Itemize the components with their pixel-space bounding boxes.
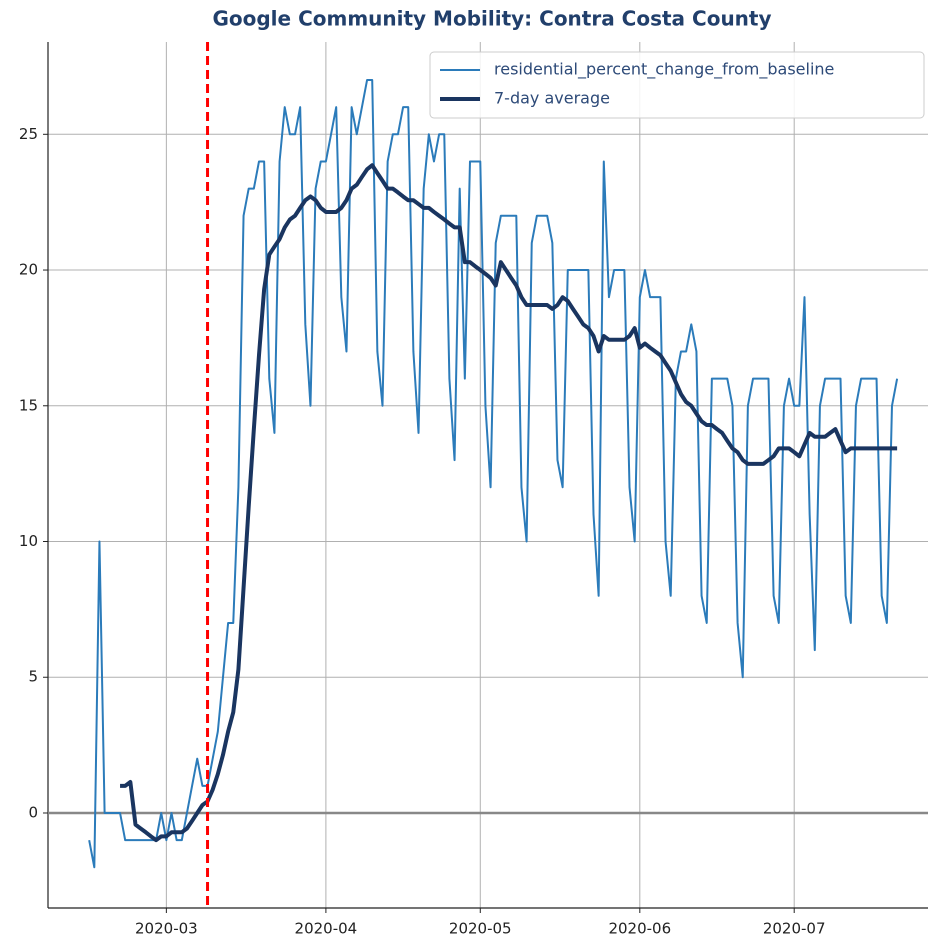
y-tick-label: 20 bbox=[19, 261, 38, 279]
x-tick-label: 2020-07 bbox=[763, 920, 826, 938]
legend-label: 7-day average bbox=[494, 89, 610, 108]
y-tick-label: 25 bbox=[19, 125, 38, 143]
x-tick-label: 2020-04 bbox=[295, 920, 358, 938]
legend: residential_percent_change_from_baseline… bbox=[429, 51, 925, 119]
chart-title: Google Community Mobility: Contra Costa … bbox=[212, 7, 771, 31]
x-tick-label: 2020-05 bbox=[449, 920, 512, 938]
legend-box bbox=[429, 51, 925, 119]
y-tick-label: 15 bbox=[19, 396, 38, 414]
series-line bbox=[120, 163, 898, 843]
x-tick-label: 2020-03 bbox=[135, 920, 198, 938]
y-tick-label: 0 bbox=[28, 803, 38, 821]
series-line bbox=[88, 79, 899, 869]
x-tick-label: 2020-06 bbox=[608, 920, 671, 938]
legend-label: residential_percent_change_from_baseline bbox=[494, 60, 834, 80]
y-tick-label: 5 bbox=[28, 668, 38, 686]
y-tick-label: 10 bbox=[19, 532, 38, 550]
